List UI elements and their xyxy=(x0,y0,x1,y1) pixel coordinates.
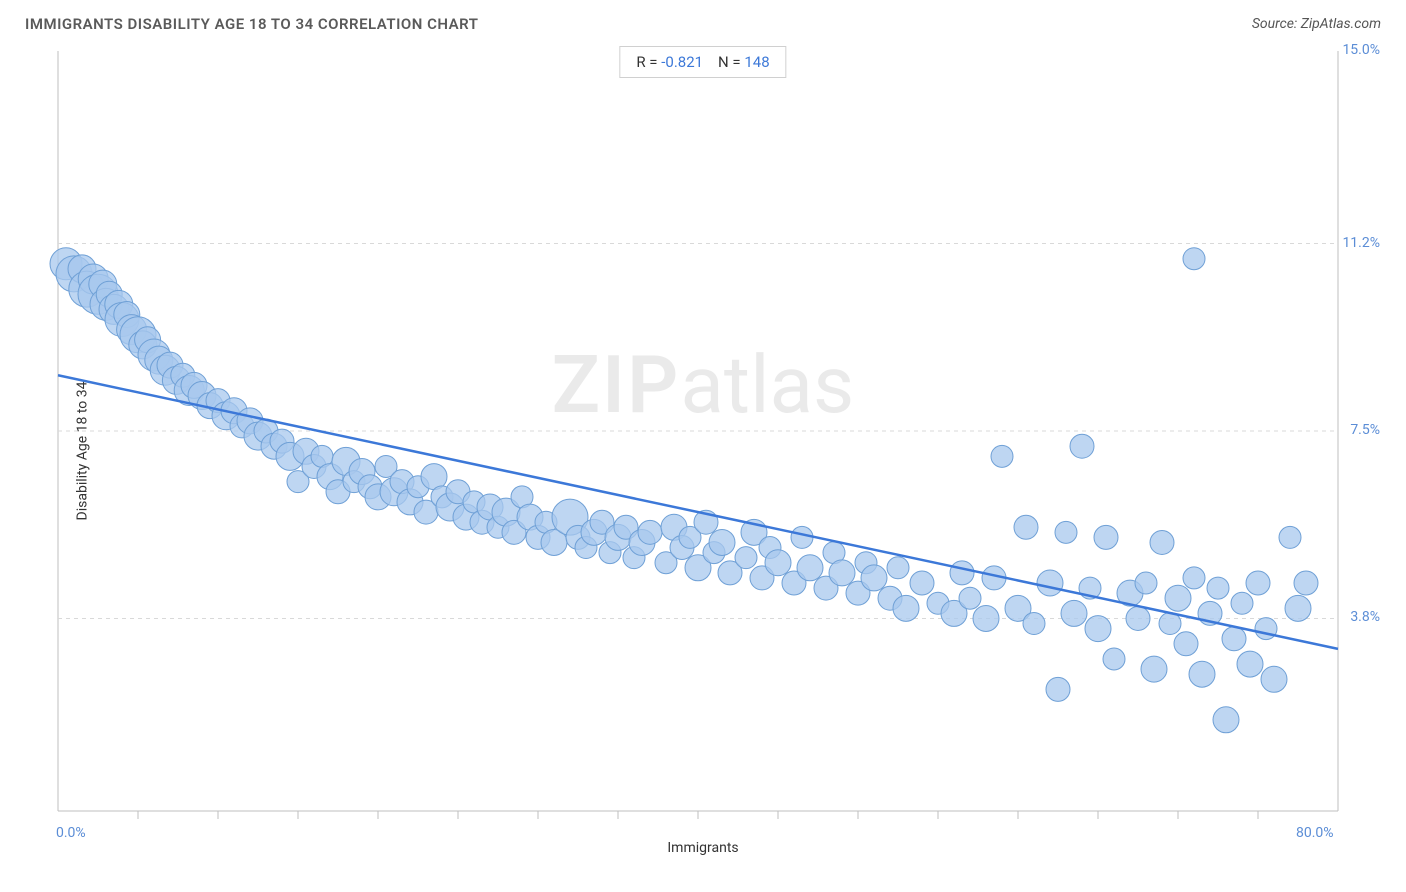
stats-box: R = -0.821 N = 148 xyxy=(619,46,786,78)
y-tick-label: 7.5% xyxy=(1350,422,1380,438)
x-tick-label: 80.0% xyxy=(1296,825,1334,841)
x-axis-label: Immigrants xyxy=(667,840,738,856)
y-tick-label: 15.0% xyxy=(1342,42,1380,58)
r-value: -0.821 xyxy=(661,53,703,71)
y-tick-label: 11.2% xyxy=(1342,235,1380,251)
scatter-chart xyxy=(18,41,1388,861)
r-label: R = xyxy=(636,53,657,71)
chart-title: IMMIGRANTS DISABILITY AGE 18 TO 34 CORRE… xyxy=(25,15,478,33)
chart-container: R = -0.821 N = 148 Disability Age 18 to … xyxy=(18,41,1388,861)
n-value: 148 xyxy=(744,53,769,71)
x-tick-label: 0.0% xyxy=(56,825,86,841)
y-tick-label: 3.8% xyxy=(1350,609,1380,625)
n-label: N = xyxy=(718,53,741,71)
y-axis-label: Disability Age 18 to 34 xyxy=(74,382,90,521)
source-label: Source: ZipAtlas.com xyxy=(1252,16,1381,32)
